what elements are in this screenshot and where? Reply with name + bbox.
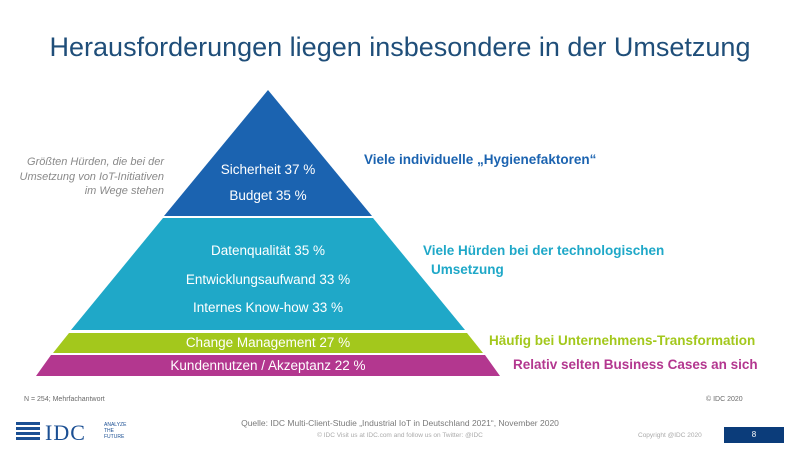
pyramid-customer-band [36, 355, 500, 376]
page-number: 8 [724, 427, 784, 443]
pyramid-top-layer [164, 90, 372, 216]
change-band-text: Change Management 27 % [118, 334, 418, 352]
customer-band-text: Kundennutzen / Akzeptanz 22 % [118, 357, 418, 375]
copyright-text: Copyright @IDC 2020 [638, 432, 702, 439]
logo-tagline-3: FUTURE [104, 434, 125, 440]
change-annotation: Häufig bei Unternehmens-Transformation [489, 333, 756, 348]
middle-layer-text: Datenqualität 35 % Entwicklungsaufwand 3… [150, 237, 386, 323]
idc-copyright-small: © IDC 2020 [706, 396, 743, 403]
customer-annotation: Relativ selten Business Cases an sich [513, 357, 758, 372]
middle-item-know-how: Internes Know-how 33 % [192, 300, 344, 315]
slide-title: Herausforderungen liegen insbesondere in… [49, 32, 751, 62]
pyramid-change-band [53, 333, 483, 353]
footer-line: © IDC Visit us at IDC.com and follow us … [317, 432, 483, 439]
logo-tagline-1: ANALYZE [104, 422, 127, 428]
customer-acceptance-label: Kundennutzen / Akzeptanz 22 % [170, 358, 366, 373]
logo-text: IDC [45, 420, 86, 445]
sample-note: N = 254; Mehrfachantwort [24, 396, 105, 403]
top-annotation: Viele individuelle „Hygienefaktoren“ [364, 152, 597, 167]
source-citation: Quelle: IDC Multi-Client-Studie „Industr… [241, 418, 559, 428]
top-item-security: Sicherheit 37 % [220, 162, 316, 177]
middle-annotation-line2: Umsetzung [431, 262, 504, 277]
change-management-label: Change Management 27 % [185, 335, 351, 350]
logo-tagline-2: THE [104, 428, 114, 434]
middle-item-data-quality: Datenqualität 35 % [210, 243, 326, 258]
side-note: Größten Hürden, die bei der Umsetzung vo… [19, 156, 165, 197]
pyramid-middle-layer [71, 218, 465, 330]
logo-tagline: ANALYZE THE FUTURE [104, 422, 144, 440]
middle-annotation-line1: Viele Hürden bei der technologischen [423, 243, 665, 258]
globe-icon [16, 422, 40, 440]
middle-item-dev-effort: Entwicklungsaufwand 33 % [185, 271, 351, 287]
top-layer-text: Sicherheit 37 % Budget 35 % [190, 157, 346, 209]
top-item-budget: Budget 35 % [229, 188, 307, 203]
